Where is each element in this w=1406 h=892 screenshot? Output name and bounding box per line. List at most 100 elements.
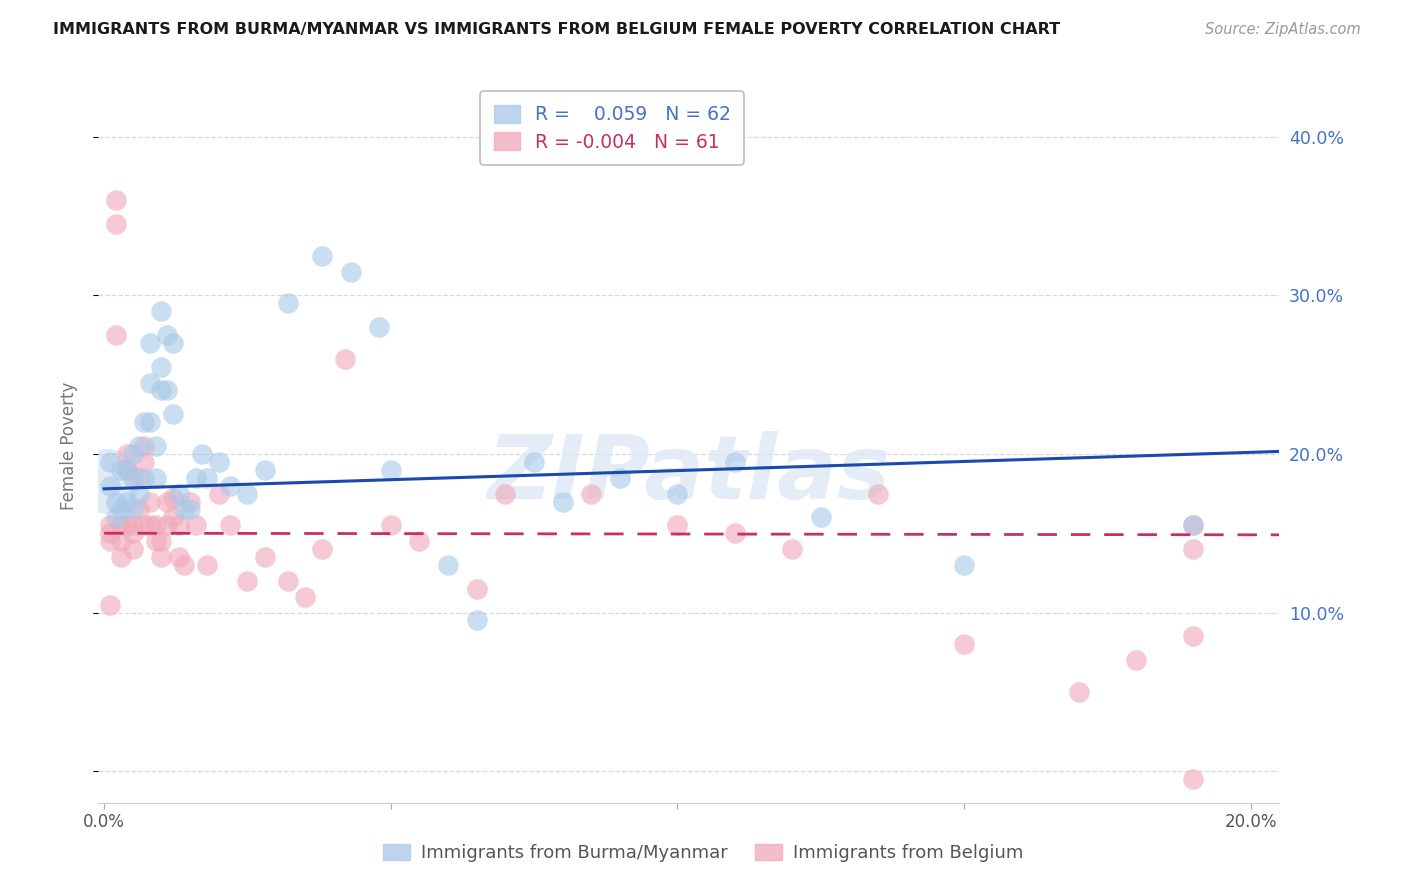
Point [1182,542,1205,557]
Point [1182,772,1205,786]
Point [162,407,184,421]
Point [339,264,361,278]
Point [150,359,173,374]
Point [98,534,121,549]
Point [179,494,201,508]
Point [139,376,162,390]
Point [277,296,299,310]
Point [666,518,689,533]
Point [98,526,121,541]
Point [162,335,184,350]
Point [156,518,179,533]
Point [465,582,488,596]
Point [98,598,121,612]
Point [115,447,138,461]
Point [724,455,747,469]
Point [156,384,179,398]
Point [311,542,333,557]
Point [190,447,212,461]
Point [1182,518,1205,533]
Point [609,471,631,485]
Point [110,502,132,516]
Point [219,518,242,533]
Point [195,471,218,485]
Point [115,518,138,533]
Point [134,518,156,533]
Point [139,415,162,429]
Point [167,549,190,564]
Point [1182,629,1205,643]
Point [150,534,173,549]
Point [156,494,179,508]
Point [311,249,333,263]
Point [208,455,231,469]
Point [145,534,167,549]
Point [236,486,259,500]
Point [167,486,190,500]
Point [724,526,747,541]
Point [408,534,430,549]
Point [139,335,162,350]
Point [810,510,832,524]
Point [953,637,976,651]
Point [294,590,316,604]
Point [110,463,132,477]
Point [115,463,138,477]
Point [139,518,162,533]
Point [110,518,132,533]
Point [104,510,127,524]
Point [253,463,276,477]
Point [145,518,167,533]
Point [128,486,150,500]
Point [953,558,976,572]
Point [551,494,574,508]
Point [115,463,138,477]
Point [121,542,143,557]
Point [380,463,402,477]
Point [134,471,156,485]
Point [145,471,167,485]
Point [162,510,184,524]
Point [277,574,299,588]
Point [581,486,603,500]
Point [437,558,460,572]
Point [121,518,143,533]
Point [1067,685,1090,699]
Point [167,518,190,533]
Point [134,415,156,429]
Point [523,455,546,469]
Text: IMMIGRANTS FROM BURMA/MYANMAR VS IMMIGRANTS FROM BELGIUM FEMALE POVERTY CORRELAT: IMMIGRANTS FROM BURMA/MYANMAR VS IMMIGRA… [53,22,1060,37]
Point [96,474,118,488]
Point [780,542,803,557]
Point [495,486,517,500]
Point [184,471,207,485]
Point [208,486,231,500]
Point [150,304,173,318]
Point [219,478,242,492]
Point [333,351,356,366]
Point [150,549,173,564]
Point [236,574,259,588]
Point [465,614,488,628]
Point [104,328,127,343]
Point [110,534,132,549]
Point [666,486,689,500]
Point [145,439,167,453]
Point [156,328,179,343]
Point [128,439,150,453]
Point [98,455,121,469]
Text: Source: ZipAtlas.com: Source: ZipAtlas.com [1205,22,1361,37]
Point [104,193,127,207]
Point [139,494,162,508]
Point [98,518,121,533]
Point [195,558,218,572]
Point [121,526,143,541]
Y-axis label: Female Poverty: Female Poverty [59,382,77,510]
Point [368,320,391,334]
Point [98,478,121,492]
Point [173,502,195,516]
Point [110,549,132,564]
Point [179,502,201,516]
Point [173,558,195,572]
Point [162,491,184,506]
